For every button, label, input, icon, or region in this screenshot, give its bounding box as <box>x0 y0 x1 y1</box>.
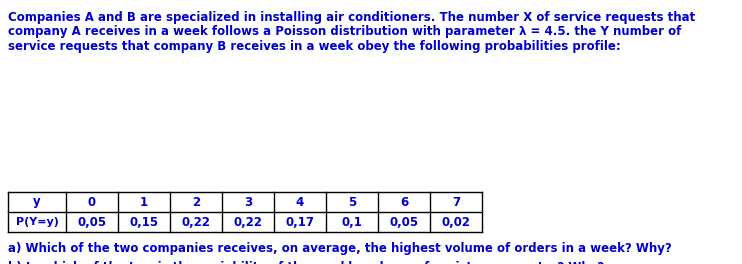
Text: b) In which of the two is the variability of the weekly volume of assistance gre: b) In which of the two is the variabilit… <box>8 261 604 264</box>
Text: 0,15: 0,15 <box>129 215 159 229</box>
Text: 4: 4 <box>296 196 304 209</box>
Text: 0: 0 <box>88 196 96 209</box>
Text: P(Y=y): P(Y=y) <box>16 217 59 227</box>
Text: 0,02: 0,02 <box>441 215 470 229</box>
Text: 2: 2 <box>192 196 200 209</box>
Text: 5: 5 <box>348 196 356 209</box>
Text: 0,05: 0,05 <box>77 215 107 229</box>
Text: 0,17: 0,17 <box>286 215 315 229</box>
Text: 0,22: 0,22 <box>234 215 263 229</box>
Text: 0,1: 0,1 <box>341 215 362 229</box>
Text: 1: 1 <box>140 196 148 209</box>
Text: 0,05: 0,05 <box>390 215 418 229</box>
Text: 0,22: 0,22 <box>182 215 211 229</box>
Text: 6: 6 <box>400 196 408 209</box>
Text: company A receives in a week follows a Poisson distribution with parameter λ = 4: company A receives in a week follows a P… <box>8 26 681 39</box>
Text: Companies A and B are specialized in installing air conditioners. The number X o: Companies A and B are specialized in ins… <box>8 11 695 24</box>
Text: 3: 3 <box>244 196 252 209</box>
Text: y: y <box>33 196 41 209</box>
Text: 7: 7 <box>452 196 460 209</box>
Text: a) Which of the two companies receives, on average, the highest volume of orders: a) Which of the two companies receives, … <box>8 242 672 255</box>
Text: service requests that company B receives in a week obey the following probabilit: service requests that company B receives… <box>8 40 621 53</box>
